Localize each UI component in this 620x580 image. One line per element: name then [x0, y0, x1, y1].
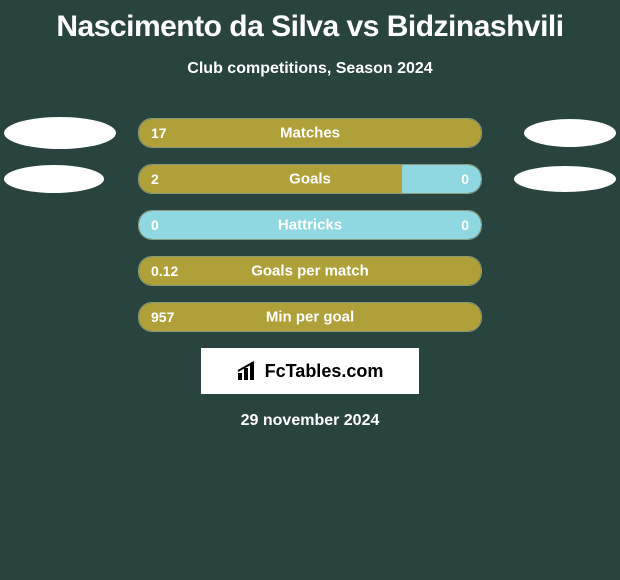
stat-row: Min per goal 957 [0, 302, 620, 332]
bar-chart-icon [237, 361, 259, 381]
logo-text: FcTables.com [265, 361, 384, 382]
player-ellipse-right [524, 119, 616, 147]
stat-value-left: 957 [151, 309, 174, 325]
stat-value-left: 2 [151, 171, 159, 187]
comparison-chart: Matches 17 Goals 2 0 Hattricks 0 0 Goals per mat… [0, 118, 620, 332]
stat-label: Hattricks [278, 217, 342, 234]
stat-bar: Hattricks 0 0 [138, 210, 482, 240]
page-subtitle: Club competitions, Season 2024 [0, 60, 620, 78]
stat-label: Goals [289, 171, 331, 188]
stat-bar: Min per goal 957 [138, 302, 482, 332]
date-line: 29 november 2024 [0, 412, 620, 430]
stat-value-right: 0 [461, 171, 469, 187]
player-ellipse-right [514, 166, 616, 192]
stat-row: Matches 17 [0, 118, 620, 148]
stat-bar: Matches 17 [138, 118, 482, 148]
stat-row: Goals 2 0 [0, 164, 620, 194]
stat-bar: Goals 2 0 [138, 164, 482, 194]
stat-label: Matches [280, 125, 340, 142]
stat-label: Goals per match [251, 263, 369, 280]
stat-label: Min per goal [266, 309, 354, 326]
player-ellipse-left [4, 117, 116, 149]
stat-row: Goals per match 0.12 [0, 256, 620, 286]
stat-row: Hattricks 0 0 [0, 210, 620, 240]
bar-left-fill [139, 165, 402, 193]
stat-value-right: 0 [461, 217, 469, 233]
page-title: Nascimento da Silva vs Bidzinashvili [0, 0, 620, 44]
player-ellipse-left [4, 165, 104, 193]
stat-value-left: 17 [151, 125, 167, 141]
stat-value-left: 0 [151, 217, 159, 233]
logo-box: FcTables.com [201, 348, 419, 394]
stat-value-left: 0.12 [151, 263, 178, 279]
stat-bar: Goals per match 0.12 [138, 256, 482, 286]
